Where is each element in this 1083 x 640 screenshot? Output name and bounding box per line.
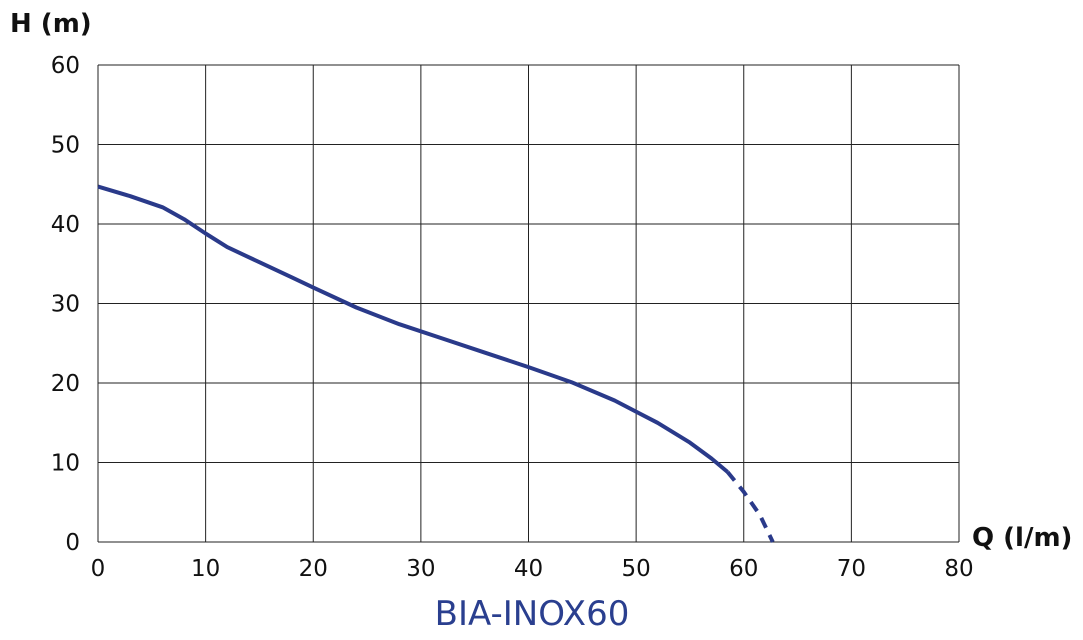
x-tick-label: 10 <box>191 556 220 582</box>
x-tick-label: 50 <box>621 556 650 582</box>
pump-curve-dashed-line <box>726 470 775 543</box>
chart-title: BIA-INOX60 <box>435 594 630 634</box>
y-tick-label: 20 <box>51 371 80 397</box>
x-tick-label: 70 <box>837 556 866 582</box>
x-tick-label: 30 <box>406 556 435 582</box>
pump-curve-line <box>97 184 729 474</box>
y-tick-label: 10 <box>51 451 80 477</box>
y-tick-label: 30 <box>51 292 80 318</box>
grid <box>97 64 960 543</box>
x-tick-label: 20 <box>299 556 328 582</box>
y-tick-label: 60 <box>51 53 80 79</box>
tick-labels: 0 10 20 30 40 50 60 70 80 0 10 20 30 40 50 60 <box>51 53 974 582</box>
y-tick-label: 50 <box>51 133 80 159</box>
y-tick-label: 40 <box>51 212 80 238</box>
y-axis-title: H (m) <box>10 9 92 39</box>
series-layer <box>97 184 775 543</box>
x-tick-label: 0 <box>91 556 106 582</box>
x-tick-label: 80 <box>944 556 973 582</box>
x-tick-label: 60 <box>729 556 758 582</box>
x-axis-title: Q (l/m) <box>972 523 1072 553</box>
y-tick-label: 0 <box>65 530 80 556</box>
x-tick-label: 40 <box>514 556 543 582</box>
